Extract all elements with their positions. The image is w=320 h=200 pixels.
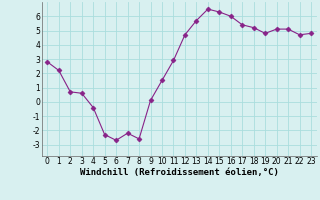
X-axis label: Windchill (Refroidissement éolien,°C): Windchill (Refroidissement éolien,°C) [80,168,279,177]
